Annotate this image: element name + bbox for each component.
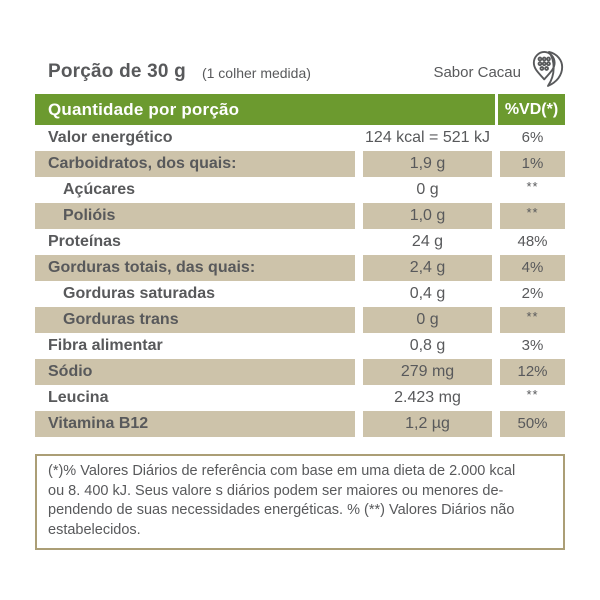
table-row: Gorduras saturadas 0,4 g 2% — [35, 281, 565, 307]
portion-size: Porção de 30 g — [48, 61, 186, 82]
nutrient-value: 0 g — [363, 307, 492, 333]
nutrient-value: 0,4 g — [409, 285, 446, 302]
nutrient-label: Gorduras trans — [35, 307, 355, 333]
nutrient-daily-value: 3% — [521, 337, 544, 354]
nutrient-label: Vitamina B12 — [35, 411, 355, 437]
nutrient-label: Carboidratos, dos quais: — [35, 151, 355, 177]
table-row: Gorduras trans 0 g ** — [35, 307, 565, 333]
footnote-line: estabelecidos. — [48, 521, 141, 538]
table-row: Açúcares 0 g ** — [35, 177, 565, 203]
nutrient-daily-value: 4% — [500, 255, 565, 281]
nutrient-value: 0,8 g — [409, 337, 446, 354]
footnote-line: pendendo de suas necessidades energética… — [48, 502, 515, 518]
table-row: Vitamina B12 1,2 µg 50% — [35, 411, 565, 437]
nutrition-label: Porção de 30 g (1 colher medida) Sabor C… — [35, 50, 565, 550]
table-row: Gorduras totais, das quais: 2,4 g 4% — [35, 255, 565, 281]
nutrient-daily-value: 6% — [521, 129, 544, 146]
nutrient-value: 124 kcal = 521 kJ — [365, 129, 490, 146]
nutrient-label: Fibra alimentar — [48, 337, 163, 354]
footnote-box: (*)% Valores Diários de referência com b… — [35, 454, 565, 550]
nutrient-label: Polióis — [35, 203, 355, 229]
nutrient-label: Gorduras saturadas — [63, 285, 216, 302]
nutrient-label: Gorduras totais, das quais: — [35, 255, 355, 281]
table-row: Fibra alimentar 0,8 g 3% — [35, 333, 565, 359]
nutrient-value: 2.423 mg — [394, 389, 461, 406]
table-row: Valor energético 124 kcal = 521 kJ 6% — [35, 125, 565, 151]
nutrient-label: Sódio — [35, 359, 355, 385]
nutrient-daily-value: ** — [526, 387, 539, 402]
table-row: Leucina 2.423 mg ** — [35, 385, 565, 411]
flavor-label: Sabor Cacau — [433, 63, 521, 81]
nutrient-daily-value: ** — [526, 179, 539, 194]
table-row: Carboidratos, dos quais: 1,9 g 1% — [35, 151, 565, 177]
daily-value-header: %VD(*) — [495, 94, 565, 125]
nutrient-daily-value: ** — [500, 307, 565, 333]
nutrient-daily-value: 50% — [500, 411, 565, 437]
nutrient-value: 279 mg — [363, 359, 492, 385]
cacao-pod-icon — [531, 50, 565, 95]
nutrient-daily-value: 12% — [500, 359, 565, 385]
footnote-text: (*)% Valores Diários de referência com b… — [48, 462, 552, 540]
nutrient-label: Leucina — [48, 389, 109, 406]
nutrient-daily-value: 48% — [517, 233, 548, 250]
nutrient-value: 24 g — [411, 233, 444, 250]
quantity-per-portion-header: Quantidade por porção — [48, 100, 240, 119]
footnote-line: ou 8. 400 kJ. Seus valore s diários pode… — [48, 482, 504, 499]
portion-note: (1 colher medida) — [201, 65, 311, 81]
nutrient-value: 1,9 g — [363, 151, 492, 177]
nutrient-label: Proteínas — [48, 233, 121, 250]
table-header-bar: Quantidade por porção %VD(*) — [35, 94, 565, 125]
portion-header: Porção de 30 g (1 colher medida) Sabor C… — [35, 50, 565, 94]
table-row: Sódio 279 mg 12% — [35, 359, 565, 385]
table-row: Polióis 1,0 g ** — [35, 203, 565, 229]
table-row: Proteínas 24 g 48% — [35, 229, 565, 255]
footnote-line: (*)% Valores Diários de referência com b… — [48, 463, 516, 479]
nutrient-value: 1,2 µg — [363, 411, 492, 437]
nutrient-label: Valor energético — [48, 129, 173, 146]
nutrient-value: 0 g — [416, 181, 439, 198]
nutrient-value: 1,0 g — [363, 203, 492, 229]
nutrient-daily-value: 1% — [500, 151, 565, 177]
nutrient-value: 2,4 g — [363, 255, 492, 281]
nutrient-daily-value: ** — [500, 203, 565, 229]
nutrient-label: Açúcares — [63, 181, 136, 198]
nutrient-rows: Valor energético 124 kcal = 521 kJ 6% Ca… — [35, 125, 565, 437]
nutrient-daily-value: 2% — [521, 285, 544, 302]
